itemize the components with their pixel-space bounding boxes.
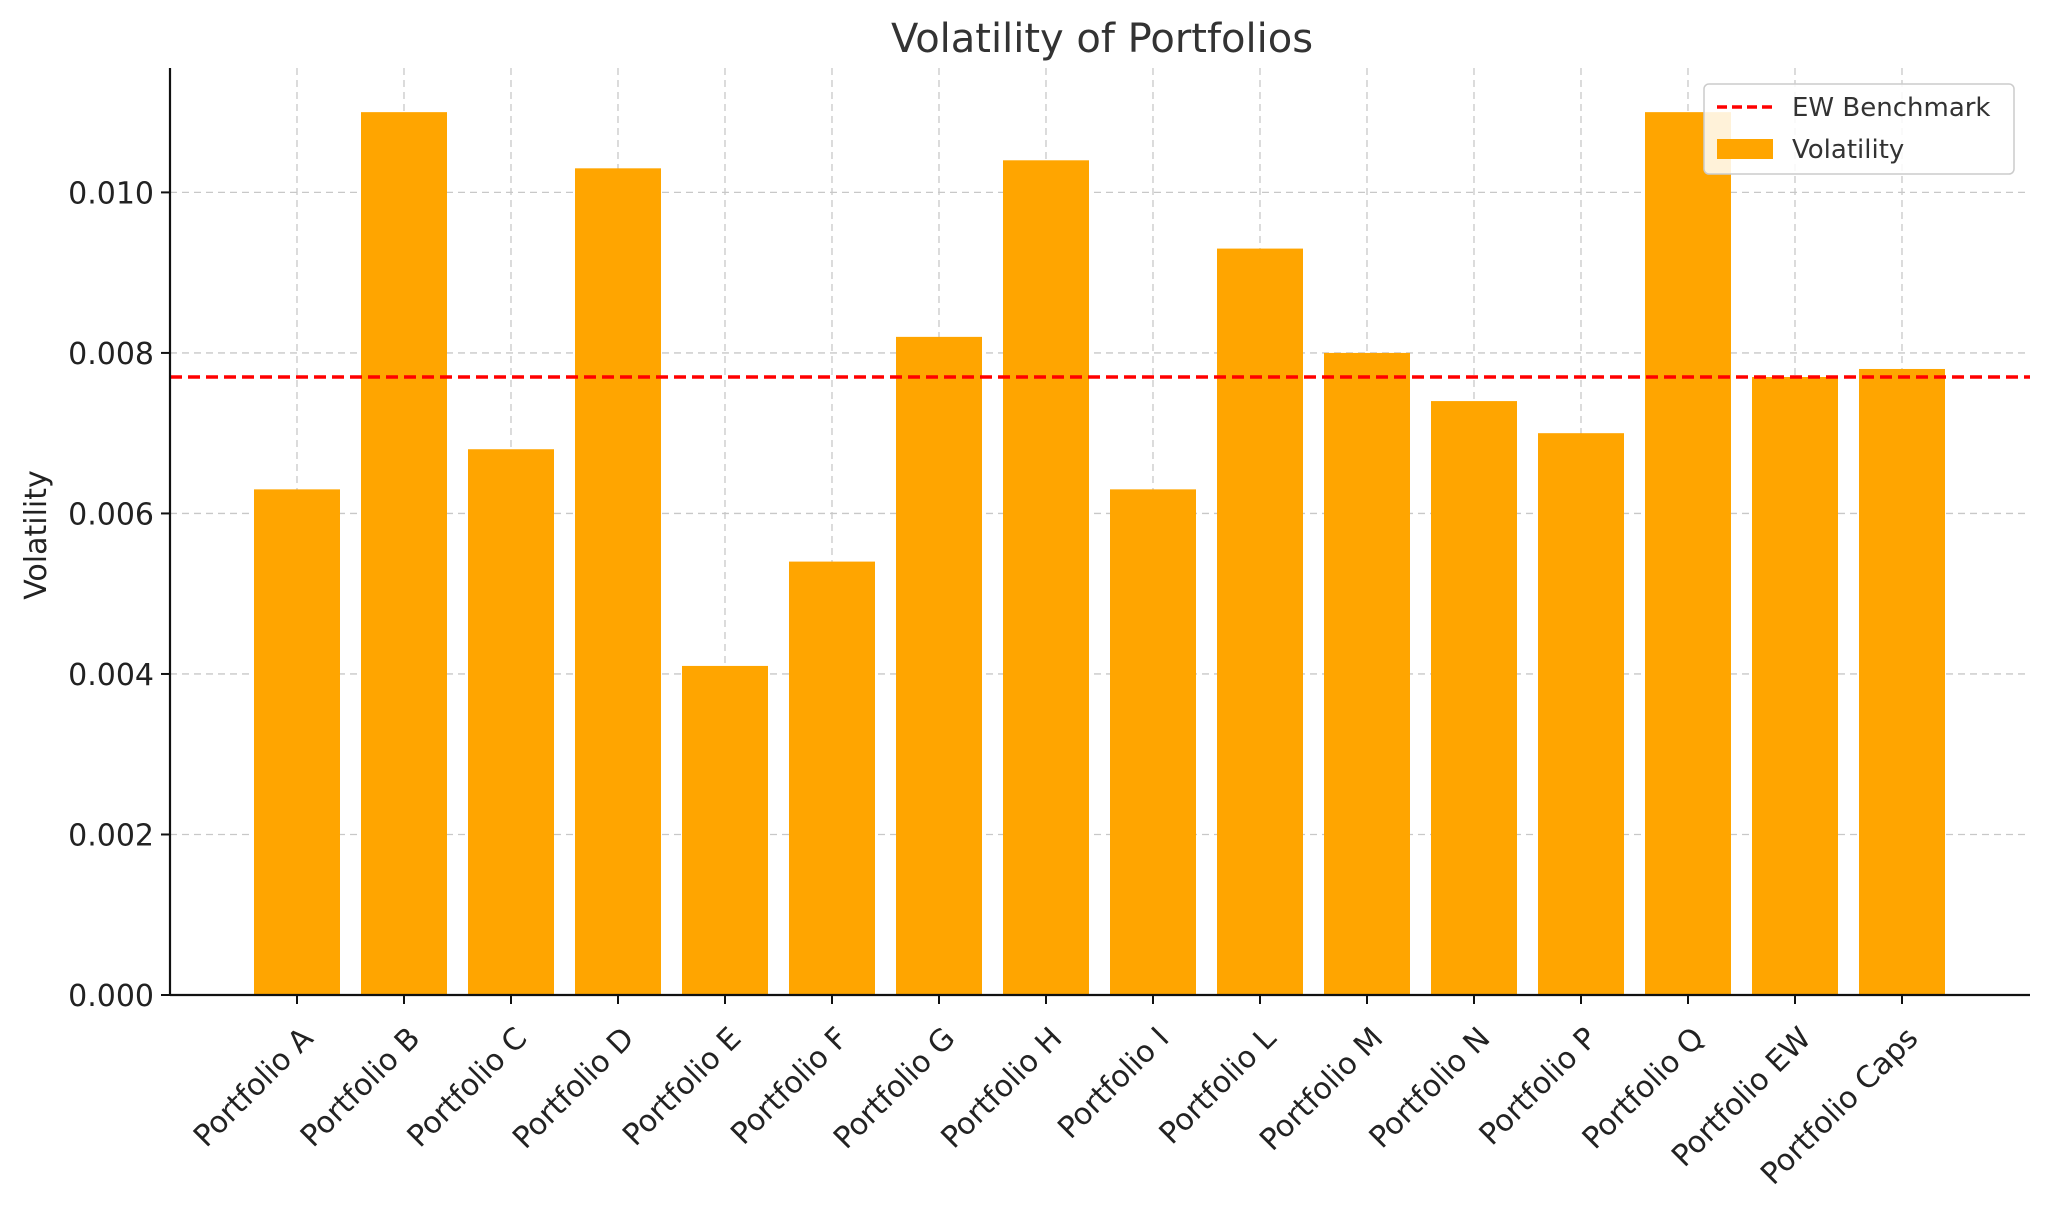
bar (1217, 248, 1303, 995)
y-tick-label: 0.004 (68, 658, 154, 693)
bars-layer (254, 112, 1945, 996)
y-tick-label: 0.002 (68, 818, 154, 853)
y-tick-label: 0.000 (68, 979, 154, 1014)
y-axis-label: Volatility (19, 470, 54, 600)
bar (1003, 160, 1089, 995)
y-tick-label: 0.008 (68, 337, 154, 372)
bar (1859, 368, 1945, 996)
bar (682, 665, 768, 995)
bar (468, 449, 554, 995)
bar (896, 336, 982, 995)
y-tick-label: 0.006 (68, 497, 154, 532)
legend-volatility-label: Volatility (1792, 135, 1904, 165)
legend-box (1703, 83, 2015, 175)
bar (361, 112, 447, 995)
chart-title: Volatility of Portfolios (891, 16, 1313, 62)
grid-layer (170, 68, 2030, 995)
y-tick-label: 0.010 (68, 176, 154, 211)
bar (1431, 401, 1517, 996)
legend-benchmark-label: EW Benchmark (1792, 93, 1991, 123)
axes-layer (168, 68, 2030, 997)
legend: EW Benchmark Volatility (1703, 83, 2015, 175)
bar (1645, 112, 1731, 995)
bar (575, 168, 661, 995)
bar (1538, 433, 1624, 995)
legend-volatility-swatch (1717, 139, 1773, 159)
bar (1324, 352, 1410, 995)
bar (254, 489, 340, 995)
bar (789, 561, 875, 995)
bar (1110, 489, 1196, 995)
bar (1752, 377, 1838, 995)
